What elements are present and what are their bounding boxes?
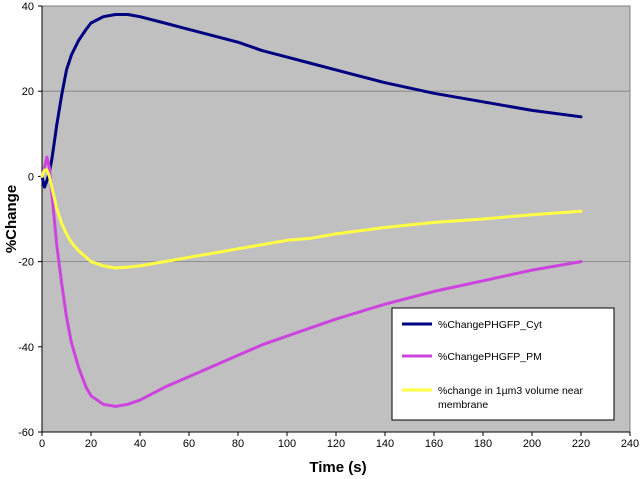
x-tick-label: 20: [85, 438, 97, 450]
x-tick-label: 240: [621, 438, 639, 450]
series-line-volume: [40, 168, 583, 270]
y-tick-label: 40: [22, 1, 34, 13]
y-tick-label: -40: [18, 342, 34, 354]
y-tick-label: 0: [28, 171, 34, 183]
x-ticks: 0 20 40 60 80 100 120 140 160 180 200 220 240: [39, 432, 639, 450]
legend-box: [391, 307, 615, 421]
x-tick-label: 180: [474, 438, 492, 450]
x-axis-title: Time (s): [309, 459, 366, 476]
y-tick-label: -20: [18, 257, 34, 269]
x-tick-label: 40: [134, 438, 146, 450]
x-tick-label: 200: [523, 438, 541, 450]
legend: %ChangePHGFP_Cyt %ChangePHGFP_PM %change i…: [391, 307, 615, 421]
x-tick-label: 140: [376, 438, 394, 450]
x-tick-label: 0: [39, 438, 45, 450]
y-tick-label: 20: [22, 86, 34, 98]
x-tick-label: 80: [232, 438, 244, 450]
legend-label-volume: %change in 1µm3 volume near membrane: [438, 385, 583, 411]
x-tick-label: 120: [327, 438, 345, 450]
gridlines: [42, 90, 630, 263]
series-line-cyt: [40, 13, 583, 189]
series-line-pm: [40, 155, 583, 408]
legend-label-pm: %ChangePHGFP_PM: [438, 351, 542, 363]
legend-label-cyt: %ChangePHGFP_Cyt: [438, 319, 542, 331]
x-tick-label: 60: [183, 438, 195, 450]
y-tick-label: -60: [18, 427, 34, 439]
y-ticks: -60 -40 -20 0 20 40: [18, 1, 42, 439]
x-tick-label: 220: [572, 438, 590, 450]
y-axis-title: %Change: [3, 185, 20, 253]
x-tick-label: 100: [278, 438, 296, 450]
series: [40, 13, 583, 408]
x-tick-label: 160: [425, 438, 443, 450]
